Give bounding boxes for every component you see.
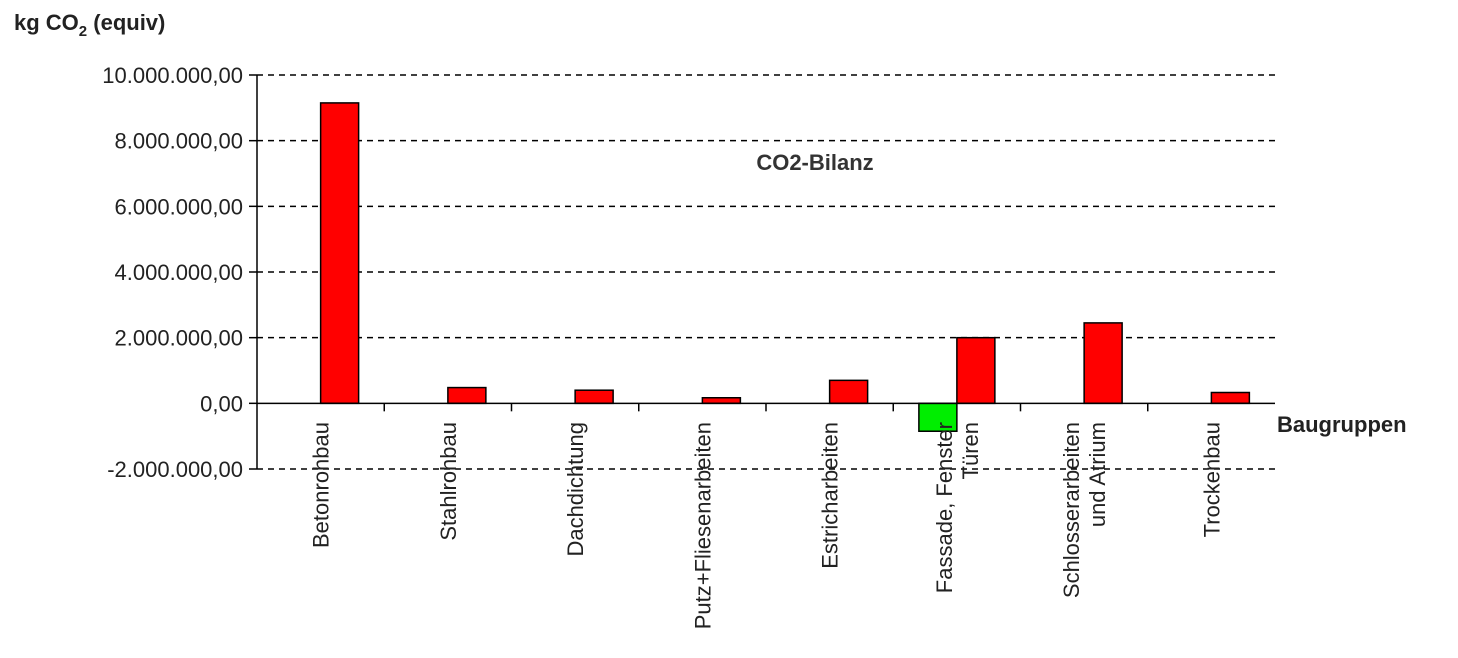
y-tick-label: 0,00	[200, 391, 243, 416]
x-category-label: Trockenbau	[1199, 422, 1224, 537]
axes	[256, 75, 1275, 469]
y-tick-label: -2.000.000,00	[107, 457, 243, 482]
chart-title: CO2-Bilanz	[756, 150, 873, 175]
bar	[1210, 391, 1251, 405]
y-tick-label: 2.000.000,00	[115, 326, 243, 351]
bar	[828, 379, 869, 405]
y-tick-label: 6.000.000,00	[115, 194, 243, 219]
bars	[319, 102, 1251, 432]
bar	[447, 386, 487, 405]
bar	[1083, 322, 1123, 405]
y-tick-label: 4.000.000,00	[115, 260, 243, 285]
x-category-label: Fassade, Fenster	[932, 422, 957, 593]
x-category-label: und Atrium	[1085, 422, 1110, 527]
y-axis-title: kg CO2 (equiv)	[14, 10, 165, 40]
x-category-label: Dachdichtung	[563, 422, 588, 557]
x-category-label: Betonrohbau	[309, 422, 334, 548]
x-category-label: Schlosserarbeiten	[1059, 422, 1084, 598]
y-axis-ticks: 10.000.000,00 8.000.000,00 6.000.000,00 4.0…	[102, 63, 257, 482]
y-tick-label: 8.000.000,00	[115, 129, 243, 154]
x-category-label: Estricharbeiten	[818, 422, 843, 569]
gridlines	[257, 74, 1275, 470]
x-category-label: Putz+Fliesenarbeiten	[690, 422, 715, 629]
x-category-labels: Betonrohbau Stahlrohbau Dachdichtung Putz+F…	[309, 422, 1225, 629]
bar	[918, 402, 958, 432]
bar	[701, 397, 742, 405]
bar	[574, 389, 614, 405]
bar	[956, 336, 996, 405]
x-axis-title: Baugruppen	[1277, 412, 1407, 437]
y-tick-label: 10.000.000,00	[102, 63, 243, 88]
x-category-label: Stahlrohbau	[436, 422, 461, 541]
x-category-label: Türen	[958, 422, 983, 479]
bar	[319, 102, 360, 405]
